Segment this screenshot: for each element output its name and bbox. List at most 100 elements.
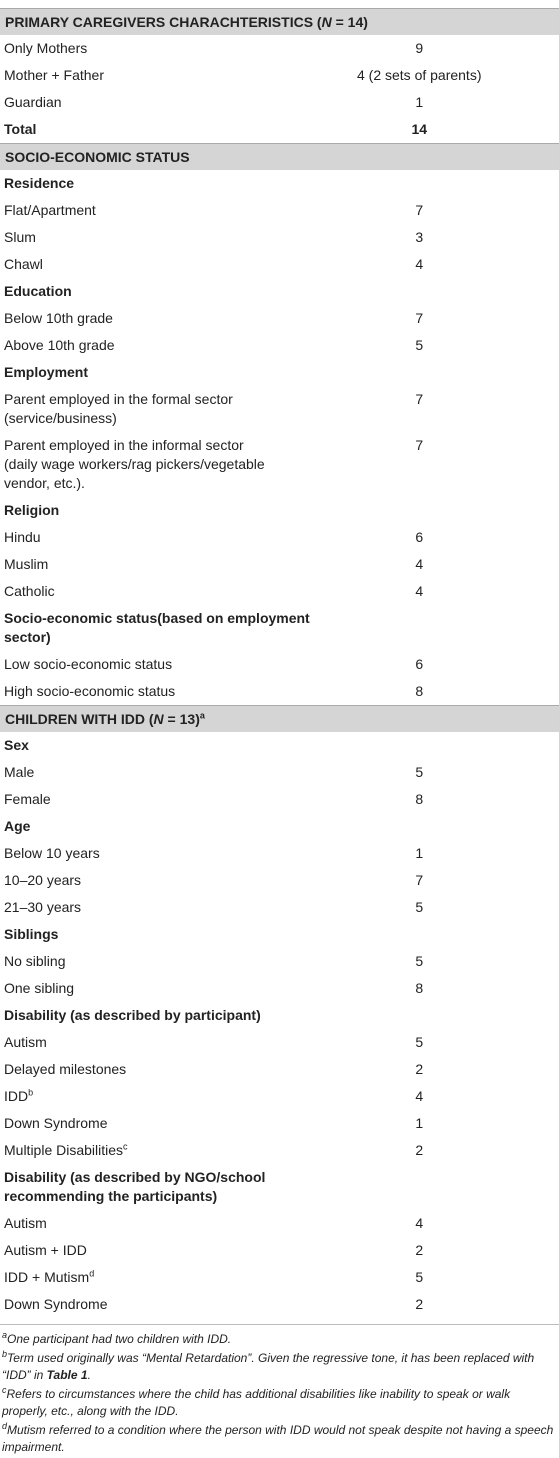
data-row: Parent employed in the informal sector (… xyxy=(0,432,559,497)
value-cell: 1 xyxy=(280,1110,559,1137)
footnote-text: Mutism referred to a condition where the… xyxy=(2,1423,553,1454)
value: 2 xyxy=(415,1242,423,1258)
label-cell: Mother + Father xyxy=(0,62,280,89)
heading-cell: Age xyxy=(0,813,559,840)
heading: Employment xyxy=(4,363,354,382)
data-row: Female 8 xyxy=(0,786,559,813)
value: 4 xyxy=(415,556,423,572)
section-title: CHILDREN WITH IDD (N = 13)a xyxy=(0,706,559,733)
heading-cell: Disability (as described by participant) xyxy=(0,1002,559,1029)
value: 1 xyxy=(415,1115,423,1131)
value: 4 xyxy=(415,1215,423,1231)
value-cell: 8 xyxy=(280,786,559,813)
label-cell: Muslim xyxy=(0,551,280,578)
value: 5 xyxy=(415,1034,423,1050)
value: 5 xyxy=(415,764,423,780)
label: Flat/Apartment xyxy=(4,202,96,218)
value: 6 xyxy=(415,656,423,672)
label-cell: Male xyxy=(0,759,280,786)
label-cell: Flat/Apartment xyxy=(0,197,280,224)
title-part: N xyxy=(154,711,164,727)
value: 2 xyxy=(415,1061,423,1077)
heading: Residence xyxy=(4,174,354,193)
label-cell: Guardian xyxy=(0,89,280,116)
data-row: Male 5 xyxy=(0,759,559,786)
value-cell: 5 xyxy=(280,1029,559,1056)
value-cell: 5 xyxy=(280,894,559,921)
label-cell: 10–20 years xyxy=(0,867,280,894)
label: Low socio-economic status xyxy=(4,656,172,672)
heading: Education xyxy=(4,282,354,301)
table-body: PRIMARY CAREGIVERS CHARACHTERISTICS (N =… xyxy=(0,9,559,1319)
value: 6 xyxy=(415,529,423,545)
heading-cell: Socio-economic status(based on employmen… xyxy=(0,605,559,651)
label-cell: Catholic xyxy=(0,578,280,605)
label: Parent employed in the informal sector (… xyxy=(4,437,265,491)
value-cell: 5 xyxy=(280,948,559,975)
title-part: CHILDREN WITH IDD ( xyxy=(5,711,154,727)
label: Parent employed in the formal sector (se… xyxy=(4,391,233,426)
heading-cell: Sex xyxy=(0,732,559,759)
value-cell: 5 xyxy=(280,332,559,359)
value-cell: 5 xyxy=(280,1264,559,1291)
heading-cell: Religion xyxy=(0,497,559,524)
label: Guardian xyxy=(4,94,62,110)
value-cell: 4 xyxy=(280,251,559,278)
section-title: PRIMARY CAREGIVERS CHARACHTERISTICS (N =… xyxy=(0,9,559,36)
value: 8 xyxy=(415,683,423,699)
value: 2 xyxy=(415,1142,423,1158)
title-part: PRIMARY CAREGIVERS CHARACHTERISTICS ( xyxy=(5,14,322,30)
footnote: dMutism referred to a condition where th… xyxy=(2,1422,559,1456)
footnote-text: Refers to circumstances where the child … xyxy=(2,1387,510,1418)
label: 21–30 years xyxy=(4,899,81,915)
label-cell: Chawl xyxy=(0,251,280,278)
data-row: 10–20 years 7 xyxy=(0,867,559,894)
table: PRIMARY CAREGIVERS CHARACHTERISTICS (N =… xyxy=(0,8,559,1318)
label-cell: IDD + Mutismd xyxy=(0,1264,280,1291)
label: Only Mothers xyxy=(4,40,87,56)
section-title: SOCIO-ECONOMIC STATUS xyxy=(0,144,559,171)
data-row: Below 10 years 1 xyxy=(0,840,559,867)
heading: Siblings xyxy=(4,925,354,944)
value-cell: 6 xyxy=(280,524,559,551)
label: Hindu xyxy=(4,529,41,545)
label: Male xyxy=(4,764,34,780)
value: 4 xyxy=(415,583,423,599)
label-cell: Below 10 years xyxy=(0,840,280,867)
data-row: Autism 4 xyxy=(0,1210,559,1237)
heading: Socio-economic status(based on employmen… xyxy=(4,609,354,647)
data-row: 21–30 years 5 xyxy=(0,894,559,921)
label-cell: Delayed milestones xyxy=(0,1056,280,1083)
label: Below 10th grade xyxy=(4,310,113,326)
value: 1 xyxy=(415,845,423,861)
label: One sibling xyxy=(4,980,74,996)
label-cell: High socio-economic status xyxy=(0,678,280,706)
value-cell: 7 xyxy=(280,197,559,224)
heading: Religion xyxy=(4,501,354,520)
value: 14 xyxy=(411,121,427,137)
label: Autism xyxy=(4,1215,47,1231)
label-cell: One sibling xyxy=(0,975,280,1002)
value-cell: 1 xyxy=(280,840,559,867)
footnotes: aOne participant had two children with I… xyxy=(0,1324,559,1456)
data-row: Hindu 6 xyxy=(0,524,559,551)
label: Female xyxy=(4,791,51,807)
footnote: cRefers to circumstances where the child… xyxy=(2,1386,559,1420)
label: Mother + Father xyxy=(4,67,104,83)
label: Delayed milestones xyxy=(4,1061,126,1077)
label: 10–20 years xyxy=(4,872,81,888)
label-cell: Slum xyxy=(0,224,280,251)
label: Down Syndrome xyxy=(4,1296,108,1312)
value-cell: 8 xyxy=(280,678,559,706)
label-cell: Above 10th grade xyxy=(0,332,280,359)
label: Autism xyxy=(4,1034,47,1050)
value-cell: 7 xyxy=(280,867,559,894)
data-row: Parent employed in the formal sector (se… xyxy=(0,386,559,432)
section-header: SOCIO-ECONOMIC STATUS xyxy=(0,144,559,171)
value: 7 xyxy=(415,872,423,888)
label-cell: 21–30 years xyxy=(0,894,280,921)
